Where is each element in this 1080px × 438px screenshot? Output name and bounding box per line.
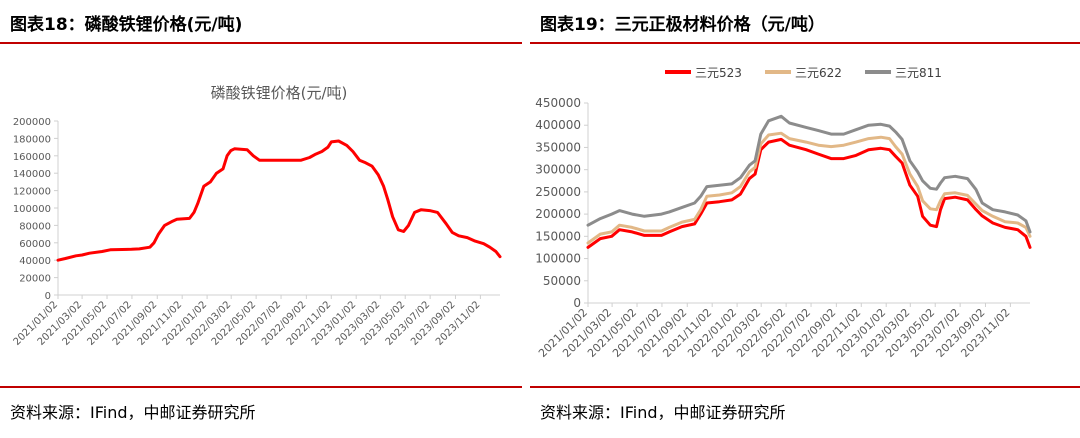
left-figure-panel: 图表18：磷酸铁锂价格(元/吨) 磷酸铁锂价格(元/吨) 0 20000 40000 6… [0, 0, 522, 438]
legend-label: 三元622 [795, 66, 842, 80]
y-tick-label: 20000 [19, 274, 51, 285]
y-tick-label: 80000 [19, 221, 51, 232]
y-tick-label: 180000 [13, 134, 51, 145]
y-tick-label: 100000 [535, 252, 581, 266]
figure-title: 图表18：磷酸铁锂价格(元/吨) [10, 15, 243, 35]
series-line [586, 131, 1032, 245]
y-tick-label: 50000 [543, 274, 581, 288]
legend-label: 三元523 [695, 66, 742, 80]
source-note: 资料来源：IFind，中邮证券研究所 [540, 403, 786, 422]
ternary-cathode-price-chart: 0 50000 100000 150000 200000 250000 300000 3500… [535, 66, 1032, 360]
y-tick-label: 0 [45, 291, 51, 302]
y-tick-label: 200000 [13, 117, 51, 128]
source-rule [530, 386, 1080, 388]
y-tick-label: 300000 [535, 163, 581, 177]
legend-label: 三元811 [895, 66, 942, 80]
series-line [56, 139, 502, 262]
y-tick-label: 60000 [19, 239, 51, 250]
chart-title: 磷酸铁锂价格(元/吨) [211, 84, 348, 102]
source-note: 资料来源：IFind，中邮证券研究所 [10, 403, 256, 422]
title-rule [530, 42, 1080, 44]
source-rule [0, 386, 522, 388]
y-tick-label: 100000 [13, 204, 51, 215]
figure-title: 图表19：三元正极材料价格（元/吨） [540, 15, 825, 35]
y-tick-label: 150000 [535, 229, 581, 243]
y-tick-label: 40000 [19, 256, 51, 267]
y-tick-label: 400000 [535, 118, 581, 132]
series-line [586, 114, 1032, 234]
y-tick-label: 160000 [13, 152, 51, 163]
series-line [586, 137, 1032, 249]
y-tick-label: 0 [573, 296, 581, 310]
y-tick-label: 140000 [13, 169, 51, 180]
title-rule [0, 42, 522, 44]
right-figure-panel: 图表19：三元正极材料价格（元/吨） 0 50000 100000 150000 200… [530, 0, 1080, 438]
y-tick-label: 250000 [535, 185, 581, 199]
y-tick-label: 200000 [535, 207, 581, 221]
y-tick-label: 450000 [535, 96, 581, 110]
y-tick-label: 120000 [13, 187, 51, 198]
lfp-price-chart: 磷酸铁锂价格(元/吨) 0 20000 40000 60000 80000 100000 12… [12, 84, 502, 348]
y-tick-label: 350000 [535, 140, 581, 154]
